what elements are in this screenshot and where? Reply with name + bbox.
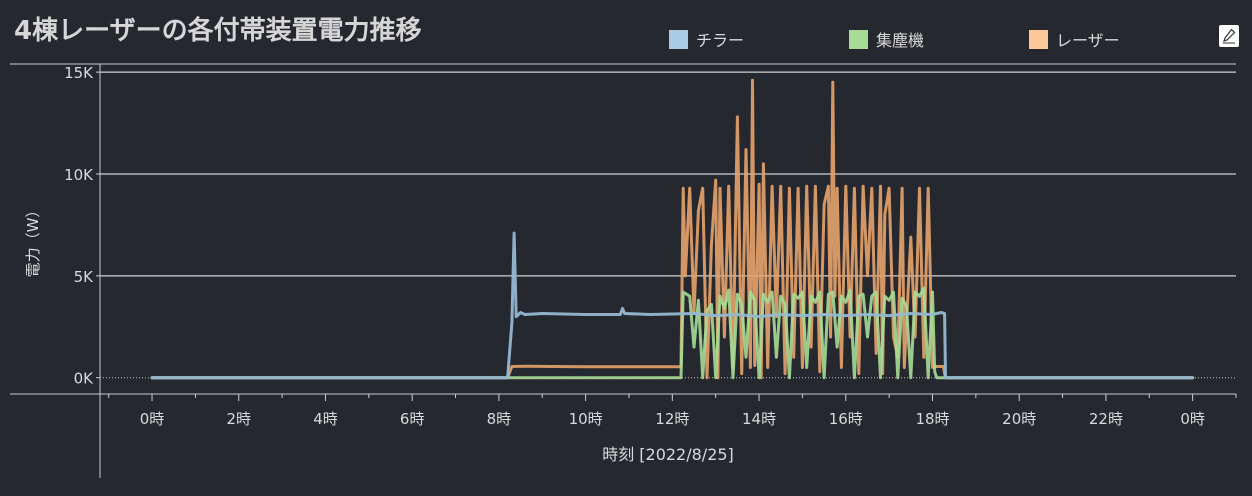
pencil-icon bbox=[1223, 28, 1236, 44]
chart-grid bbox=[100, 71, 1236, 379]
y-tick-label: 15K bbox=[64, 64, 94, 82]
x-tick-label: 12時 bbox=[655, 410, 689, 428]
x-tick-label: 14時 bbox=[742, 410, 776, 428]
x-tick-label: 18時 bbox=[915, 410, 949, 428]
x-tick-label: 8時 bbox=[487, 410, 512, 428]
legend-label-laser: レーザー bbox=[1056, 31, 1120, 50]
series-line-dust-collector[interactable] bbox=[150, 286, 1195, 380]
x-tick-label: 2時 bbox=[226, 410, 251, 428]
x-tick-label: 4時 bbox=[313, 410, 338, 428]
x-axis-label: 時刻 [2022/8/25] bbox=[602, 445, 734, 464]
legend-swatch-chiller bbox=[669, 29, 688, 49]
y-tick-label: 0K bbox=[74, 370, 95, 388]
series-line-laser[interactable] bbox=[150, 78, 1195, 380]
page-title: 4棟レーザーの各付帯装置電力推移 bbox=[14, 16, 422, 46]
y-tick-label: 10K bbox=[64, 166, 94, 184]
y-tick-label: 5K bbox=[74, 268, 95, 286]
legend-label-dust-collector: 集塵機 bbox=[876, 31, 925, 50]
x-tick-label: 6時 bbox=[400, 410, 425, 428]
x-tick-label: 0時 bbox=[140, 410, 165, 428]
chart-frame bbox=[10, 63, 1236, 478]
legend-item-dust-collector[interactable]: 集塵機 bbox=[849, 28, 924, 50]
x-axis-ticks: 0時 2時 4時 6時 8時 10時 12時 14時 16時 18時 20時 22時 0時 bbox=[108, 394, 1237, 428]
y-axis-label: 電力（W） bbox=[24, 203, 42, 278]
legend-item-chiller[interactable]: チラー bbox=[669, 28, 744, 50]
legend-label-chiller: チラー bbox=[696, 31, 745, 50]
chart-series bbox=[150, 78, 1195, 380]
series-line-chiller[interactable] bbox=[150, 231, 1195, 380]
x-tick-label: 22時 bbox=[1089, 410, 1123, 428]
x-tick-label: 0時 bbox=[1180, 410, 1205, 428]
legend-item-laser[interactable]: レーザー bbox=[1029, 28, 1120, 50]
x-tick-label: 20時 bbox=[1002, 410, 1036, 428]
y-axis-ticks: 0K 5K 10K 15K bbox=[64, 64, 100, 388]
legend-swatch-dust-collector bbox=[849, 29, 868, 49]
x-tick-label: 16時 bbox=[829, 410, 863, 428]
legend-swatch-laser bbox=[1029, 29, 1048, 49]
x-tick-label: 10時 bbox=[569, 410, 603, 428]
edit-button[interactable] bbox=[1219, 25, 1239, 47]
